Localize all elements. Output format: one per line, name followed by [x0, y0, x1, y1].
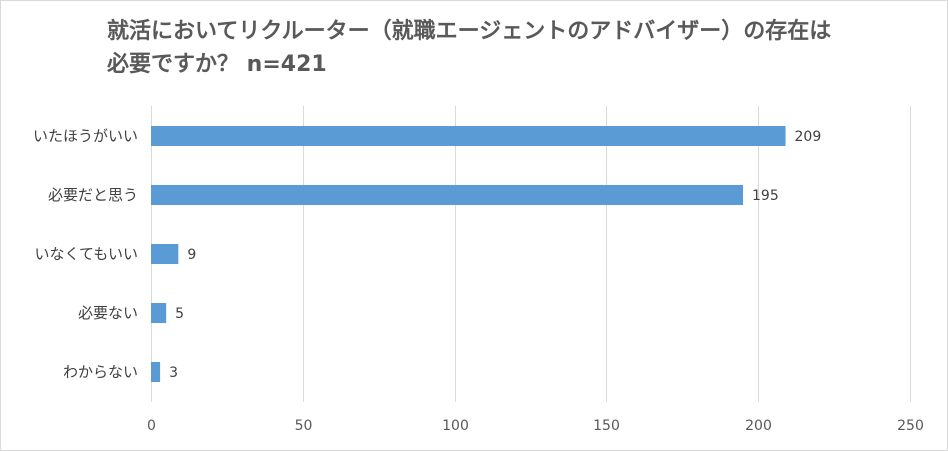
bar-3 [151, 303, 167, 323]
x-tick-label-150: 150 [593, 418, 620, 434]
data-labels: 209 195 9 5 3 [169, 129, 821, 381]
chart-title: 就活においてリクルーター（就職エージェントのアドバイザー）の存在は 必要ですか？… [107, 19, 832, 77]
data-label-2: 9 [187, 247, 196, 263]
data-label-0: 209 [795, 129, 822, 145]
x-tick-label-100: 100 [442, 418, 469, 434]
data-label-4: 3 [169, 365, 178, 381]
category-label-2: いなくてもいい [34, 245, 138, 263]
category-label-4: わからない [63, 363, 138, 381]
x-tick-label-50: 50 [295, 418, 313, 434]
data-label-1: 195 [752, 188, 779, 204]
x-tick-label-250: 250 [897, 418, 924, 434]
x-axis-ticks: 0 50 100 150 200 250 [147, 418, 924, 434]
gridlines [151, 106, 911, 402]
category-label-0: いたほうがいい [33, 127, 138, 145]
data-label-3: 5 [175, 306, 184, 322]
bar-0 [151, 126, 786, 146]
x-tick-label-200: 200 [745, 418, 772, 434]
x-tick-label-0: 0 [147, 418, 156, 434]
category-label-1: 必要だと思う [48, 186, 138, 204]
bar-1 [151, 185, 744, 205]
category-label-3: 必要ない [78, 304, 138, 322]
bar-2 [151, 244, 179, 264]
bar-4 [151, 362, 161, 382]
bars [151, 126, 786, 382]
